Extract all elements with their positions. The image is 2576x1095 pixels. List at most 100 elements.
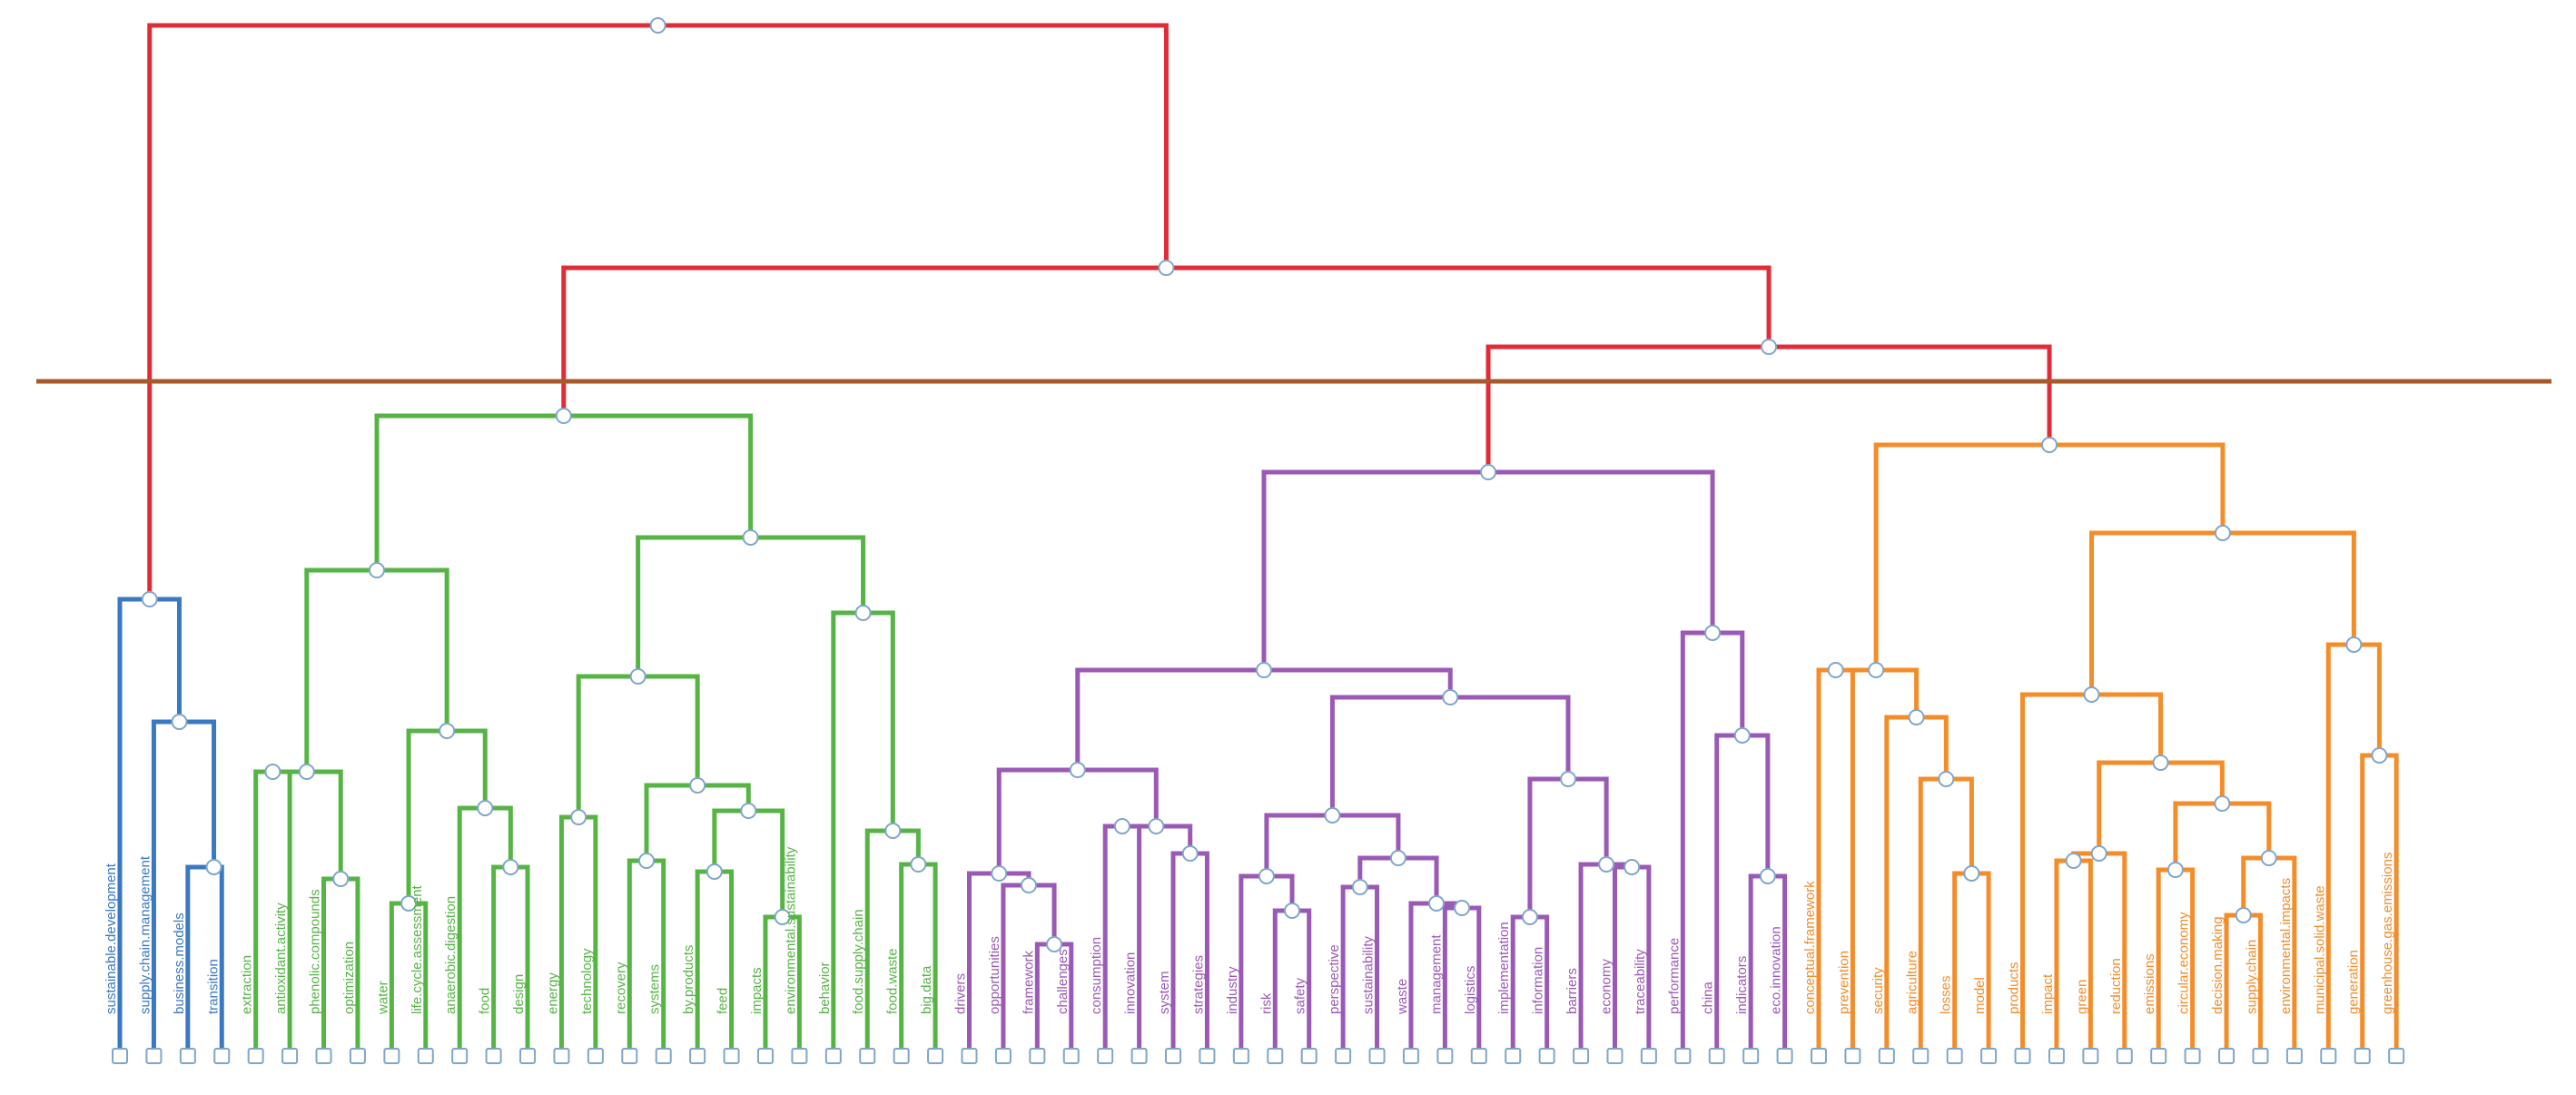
leaf-node-box[interactable] xyxy=(281,1048,299,1064)
leaf-node-box[interactable] xyxy=(587,1048,604,1064)
leaf-node-box[interactable] xyxy=(1165,1048,1182,1064)
dendrogram-node[interactable] xyxy=(1069,762,1086,778)
dendrogram-node[interactable] xyxy=(1324,807,1341,824)
leaf-node-box[interactable] xyxy=(2048,1048,2065,1064)
dendrogram-node[interactable] xyxy=(2260,850,2277,866)
dendrogram-node[interactable] xyxy=(205,859,222,875)
dendrogram-node[interactable] xyxy=(1560,771,1577,787)
dendrogram-node[interactable] xyxy=(2214,525,2231,541)
dendrogram-node[interactable] xyxy=(1351,879,1368,895)
dendrogram-node[interactable] xyxy=(706,863,723,880)
leaf-node-box[interactable] xyxy=(2150,1048,2167,1064)
leaf-node-box[interactable] xyxy=(1130,1048,1148,1064)
leaf-node-box[interactable] xyxy=(1335,1048,1352,1064)
dendrogram-node[interactable] xyxy=(171,714,188,730)
leaf-node-box[interactable] xyxy=(2388,1048,2405,1064)
dendrogram-node[interactable] xyxy=(854,605,872,621)
leaf-node-box[interactable] xyxy=(1912,1048,1930,1064)
leaf-node-box[interactable] xyxy=(2014,1048,2031,1064)
leaf-node-box[interactable] xyxy=(893,1048,910,1064)
leaf-node-box[interactable] xyxy=(1811,1048,1827,1064)
leaf-node-box[interactable] xyxy=(1267,1048,1284,1064)
leaf-node-box[interactable] xyxy=(723,1048,740,1064)
leaf-node-box[interactable] xyxy=(1368,1048,1386,1064)
dendrogram-node[interactable] xyxy=(1428,895,1446,912)
leaf-node-box[interactable] xyxy=(1505,1048,1522,1064)
leaf-node-box[interactable] xyxy=(2218,1048,2235,1064)
dendrogram-node[interactable] xyxy=(1158,260,1175,276)
leaf-node-box[interactable] xyxy=(1573,1048,1590,1064)
dendrogram-node[interactable] xyxy=(1908,709,1925,725)
leaf-node-box[interactable] xyxy=(2116,1048,2133,1064)
leaf-node-box[interactable] xyxy=(1640,1048,1657,1064)
dendrogram-node[interactable] xyxy=(1389,850,1406,866)
leaf-node-box[interactable] xyxy=(519,1048,537,1064)
dendrogram-node[interactable] xyxy=(2235,907,2252,923)
leaf-node-box[interactable] xyxy=(315,1048,332,1064)
dendrogram-node[interactable] xyxy=(439,723,456,739)
leaf-node-box[interactable] xyxy=(1097,1048,1114,1064)
leaf-node-box[interactable] xyxy=(1436,1048,1454,1064)
dendrogram-node[interactable] xyxy=(1020,877,1037,893)
leaf-node-box[interactable] xyxy=(756,1048,774,1064)
dendrogram-node[interactable] xyxy=(2090,845,2107,862)
dendrogram-node[interactable] xyxy=(1258,868,1275,884)
leaf-node-box[interactable] xyxy=(247,1048,264,1064)
dendrogram-node[interactable] xyxy=(298,764,315,780)
dendrogram-node[interactable] xyxy=(1761,339,1778,355)
leaf-node-box[interactable] xyxy=(2320,1048,2337,1064)
dendrogram-node[interactable] xyxy=(1759,868,1776,884)
leaf-node-box[interactable] xyxy=(485,1048,502,1064)
dendrogram-node[interactable] xyxy=(910,856,927,873)
leaf-node-box[interactable] xyxy=(689,1048,706,1064)
dendrogram-node[interactable] xyxy=(2214,795,2231,812)
leaf-node-box[interactable] xyxy=(1844,1048,1861,1064)
leaf-node-box[interactable] xyxy=(1029,1048,1046,1064)
dendrogram-node[interactable] xyxy=(742,529,759,546)
dendrogram-node[interactable] xyxy=(141,591,158,607)
leaf-node-box[interactable] xyxy=(859,1048,876,1064)
leaf-node-box[interactable] xyxy=(213,1048,231,1064)
dendrogram-node[interactable] xyxy=(1521,909,1538,925)
dendrogram-node[interactable] xyxy=(1598,856,1615,873)
dendrogram-node[interactable] xyxy=(1827,662,1844,678)
dendrogram-node[interactable] xyxy=(400,895,418,912)
dendrogram-node[interactable] xyxy=(629,668,646,685)
dendrogram-node[interactable] xyxy=(2152,755,2169,771)
leaf-node-box[interactable] xyxy=(383,1048,400,1064)
dendrogram-node[interactable] xyxy=(1480,464,1497,480)
dendrogram-node[interactable] xyxy=(1454,900,1471,916)
dendrogram-node[interactable] xyxy=(2371,747,2388,764)
leaf-node-box[interactable] xyxy=(1674,1048,1692,1064)
leaf-node-box[interactable] xyxy=(994,1048,1012,1064)
dendrogram-node[interactable] xyxy=(689,777,706,794)
leaf-node-box[interactable] xyxy=(1878,1048,1895,1064)
leaf-node-box[interactable] xyxy=(791,1048,808,1064)
leaf-node-box[interactable] xyxy=(2184,1048,2201,1064)
dendrogram-node[interactable] xyxy=(477,800,494,816)
dendrogram-node[interactable] xyxy=(264,764,281,780)
leaf-node-box[interactable] xyxy=(1300,1048,1318,1064)
dendrogram-node[interactable] xyxy=(1733,727,1751,744)
dendrogram-node[interactable] xyxy=(991,865,1008,882)
dendrogram-node[interactable] xyxy=(368,562,385,578)
leaf-node-box[interactable] xyxy=(961,1048,978,1064)
dendrogram-node[interactable] xyxy=(774,909,791,925)
leaf-node-box[interactable] xyxy=(2354,1048,2371,1064)
leaf-node-box[interactable] xyxy=(1742,1048,1760,1064)
dendrogram-node[interactable] xyxy=(1868,662,1885,678)
leaf-node-box[interactable] xyxy=(621,1048,638,1064)
dendrogram-node[interactable] xyxy=(1113,818,1130,834)
leaf-node-box[interactable] xyxy=(179,1048,196,1064)
dendrogram-node[interactable] xyxy=(649,17,666,34)
leaf-node-box[interactable] xyxy=(349,1048,366,1064)
dendrogram-node[interactable] xyxy=(332,871,350,887)
dendrogram-node[interactable] xyxy=(638,853,656,869)
leaf-node-box[interactable] xyxy=(1538,1048,1555,1064)
leaf-node-box[interactable] xyxy=(824,1048,842,1064)
leaf-node-box[interactable] xyxy=(2082,1048,2099,1064)
dendrogram-node[interactable] xyxy=(1046,936,1063,952)
leaf-node-box[interactable] xyxy=(1199,1048,1216,1064)
dendrogram-node[interactable] xyxy=(555,408,572,424)
leaf-node-box[interactable] xyxy=(1062,1048,1080,1064)
